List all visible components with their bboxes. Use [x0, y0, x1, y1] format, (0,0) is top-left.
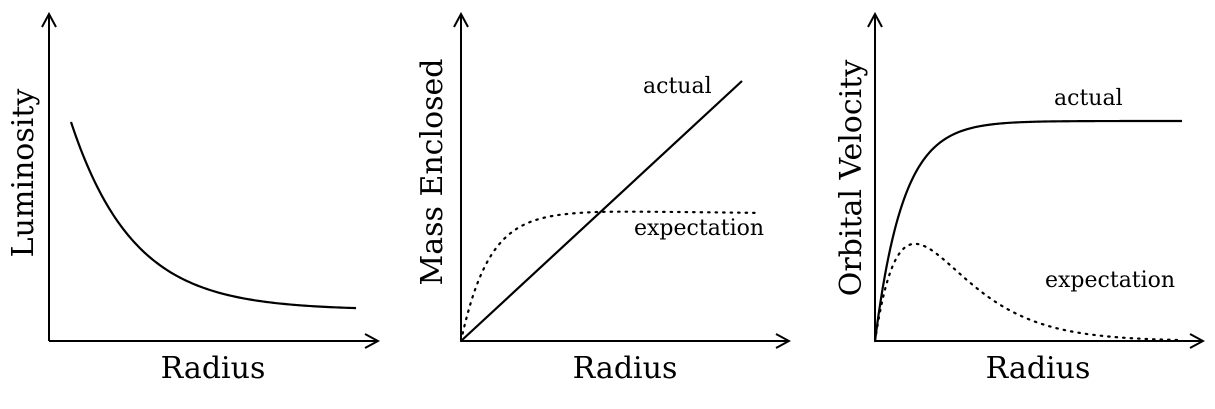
y-axis-label: Orbital Velocity: [834, 60, 869, 297]
luminosity-curve: [69, 121, 357, 310]
velocity-expectation-curve: [873, 242, 1184, 343]
x-axis-label: Radius: [573, 351, 678, 386]
velocity-actual-curve: [873, 119, 1182, 342]
panel-mass-enclosed: actual expectation Mass Enclosed Radius: [415, 14, 789, 386]
y-axis-label: Mass Enclosed: [415, 59, 450, 286]
mass-expectation-label: expectation: [634, 216, 764, 241]
y-axis-label: Luminosity: [6, 89, 41, 258]
x-axis-label: Radius: [986, 351, 1091, 386]
mass-actual-line: [460, 80, 743, 342]
velocity-actual-label: actual: [1054, 86, 1123, 111]
velocity-expectation-label: expectation: [1045, 268, 1175, 293]
panel-luminosity: Luminosity Radius: [6, 14, 378, 386]
panel-orbital-velocity: actual expectation Orbital Velocity Radi…: [834, 14, 1203, 386]
mass-actual-label: actual: [643, 74, 712, 99]
x-axis-label: Radius: [161, 351, 266, 386]
mass-expectation-curve: [459, 210, 762, 343]
